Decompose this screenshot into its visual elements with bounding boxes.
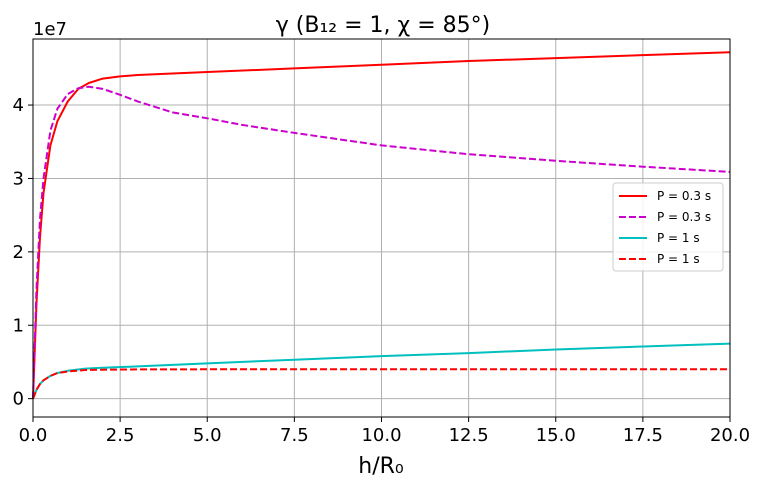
y-axis-ticks: 0 1 2 3 4 <box>13 95 33 410</box>
y-tick-label: 2 <box>13 242 24 263</box>
legend-label: P = 1 s <box>657 252 700 266</box>
y-tick-label: 4 <box>13 95 24 116</box>
x-tick-label: 17.5 <box>623 425 663 446</box>
x-tick-label: 12.5 <box>449 425 489 446</box>
y-tick-label: 3 <box>13 168 24 189</box>
series-line-3 <box>32 342 731 400</box>
legend-label: P = 1 s <box>657 231 700 245</box>
chart-title: γ (B₁₂ = 1, χ = 85°) <box>276 13 490 38</box>
x-tick-label: 0.0 <box>19 425 48 446</box>
series-line-2 <box>32 85 731 399</box>
y-tick-label: 0 <box>13 389 24 410</box>
legend: P = 0.3 s P = 0.3 s P = 1 s P = 1 s <box>612 182 724 272</box>
legend-box <box>612 182 724 272</box>
x-tick-label: 20.0 <box>710 425 750 446</box>
x-tick-label: 2.5 <box>106 425 135 446</box>
x-tick-label: 7.5 <box>280 425 309 446</box>
x-tick-label: 10.0 <box>361 425 401 446</box>
x-axis-ticks: 0.0 2.5 5.0 7.5 10.0 12.5 15.0 17.5 20.0 <box>19 417 750 446</box>
y-offset-label: 1e7 <box>33 19 67 40</box>
x-tick-label: 5.0 <box>193 425 222 446</box>
series-line-1 <box>32 51 731 399</box>
legend-label: P = 0.3 s <box>657 210 711 224</box>
legend-label: P = 0.3 s <box>657 189 711 203</box>
series-line-4 <box>32 368 730 400</box>
y-tick-label: 1 <box>13 315 24 336</box>
x-axis-label: h/R₀ <box>358 454 404 479</box>
series-layer <box>32 51 731 400</box>
x-tick-label: 15.0 <box>536 425 576 446</box>
plot-area <box>32 38 731 418</box>
